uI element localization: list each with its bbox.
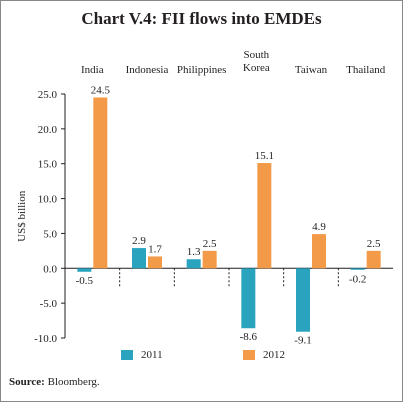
y-tick-label: 10.0 (38, 194, 58, 206)
category-label: Korea (243, 62, 270, 74)
data-label-2012: 15.1 (255, 150, 274, 162)
y-tick-label: 0.0 (43, 263, 57, 275)
category-label: Philippines (177, 64, 227, 76)
data-label-2011: -0.2 (349, 273, 366, 285)
source-text: Bloomberg. (44, 376, 100, 388)
y-tick-label: 15.0 (38, 159, 58, 171)
data-label-2012: 1.7 (148, 243, 162, 255)
category-label: Taiwan (295, 64, 328, 76)
bar-2011 (186, 259, 201, 269)
legend-item-2011: 2011 (121, 349, 163, 361)
bar-2011 (350, 268, 365, 270)
data-label-2011: -0.5 (76, 275, 94, 287)
bar-2011 (241, 268, 256, 329)
y-tick-label: -10.0 (34, 333, 57, 345)
category-label: South (243, 49, 269, 61)
data-label-2012: 24.5 (91, 84, 111, 96)
chart-title: Chart V.4: FII flows into EMDEs (81, 9, 322, 28)
data-label-2011: 1.3 (187, 246, 201, 258)
y-axis-title: US$ billion (16, 190, 28, 242)
bar-2011 (296, 268, 310, 332)
y-tick-label: 20.0 (38, 124, 58, 136)
y-tick-label: 25.0 (38, 89, 58, 101)
category-label: Indonesia (126, 64, 169, 76)
source-label: Source: (9, 376, 45, 388)
legend: 2011 2012 (1, 349, 402, 367)
category-label: India (81, 64, 104, 76)
legend-label-2012: 2012 (263, 349, 285, 361)
data-label-2011: -8.6 (240, 331, 258, 343)
bar-2012 (148, 256, 162, 269)
data-label-2012: 2.5 (367, 238, 381, 250)
legend-label-2011: 2011 (141, 349, 163, 361)
data-label-2011: 2.9 (132, 235, 146, 247)
y-tick-label: 5.0 (43, 228, 57, 240)
bar-2012 (202, 250, 217, 269)
bar-2011 (132, 248, 146, 269)
bar-2012 (93, 97, 108, 269)
data-label-2012: 4.9 (312, 221, 326, 233)
data-label-2011: -9.1 (294, 335, 311, 347)
legend-item-2012: 2012 (243, 349, 285, 361)
data-label-2012: 2.5 (203, 238, 217, 250)
legend-swatch-2011 (121, 350, 133, 360)
source-note: Source: Bloomberg. (9, 376, 100, 388)
category-label: Thailand (346, 64, 386, 76)
y-tick-label: -5.0 (40, 298, 58, 310)
bar-2011 (77, 268, 92, 272)
bar-2012 (312, 234, 326, 269)
legend-swatch-2012 (243, 350, 255, 360)
bar-2012 (257, 163, 272, 269)
bar-2012 (366, 250, 381, 269)
